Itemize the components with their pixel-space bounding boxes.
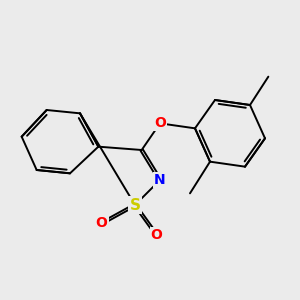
Text: O: O [154,116,166,130]
Text: O: O [151,228,163,242]
Text: N: N [154,173,166,187]
Text: S: S [130,197,140,212]
Text: O: O [96,216,108,230]
